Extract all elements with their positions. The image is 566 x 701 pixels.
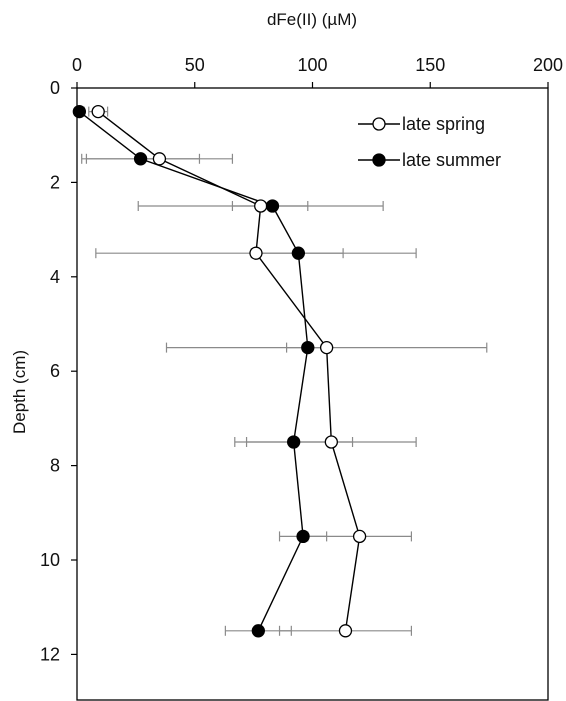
data-point-late-spring (249, 246, 263, 260)
y-tick-label: 2 (50, 172, 60, 192)
data-point-late-summer (133, 152, 148, 166)
y-tick-label: 8 (50, 456, 60, 476)
series-markers (72, 104, 367, 638)
legend-entry: late spring (358, 114, 485, 134)
y-tick-label: 10 (40, 550, 60, 570)
legend-marker-open (372, 117, 386, 131)
y-tick-label: 12 (40, 644, 60, 664)
data-point-late-spring (91, 104, 105, 119)
legend-label: late spring (402, 114, 485, 134)
data-point-late-summer (296, 529, 310, 544)
series-line-late-summer (78, 111, 309, 632)
x-tick-label: 150 (415, 55, 445, 75)
x-tick-label: 200 (533, 55, 563, 75)
legend-entry: late summer (358, 150, 501, 170)
y-tick-label: 4 (50, 267, 60, 287)
data-point-late-summer (287, 435, 301, 449)
x-tick-label: 100 (297, 55, 327, 75)
plot-frame (76, 87, 549, 701)
data-point-late-summer (265, 199, 280, 213)
y-tick-label: 6 (50, 361, 60, 381)
x-axis-title: dFe(II) (µM) (267, 10, 357, 29)
y-tick-label: 0 (50, 78, 60, 98)
series-lines (78, 111, 361, 632)
x-tick-label: 0 (72, 55, 82, 75)
data-point-late-summer (251, 624, 265, 638)
data-point-late-summer (72, 104, 87, 119)
y-axis: 0 2 4 6 8 10 12 (40, 78, 77, 664)
data-point-late-summer (301, 340, 315, 355)
series-layer (72, 104, 488, 638)
data-point-late-summer (291, 246, 306, 260)
x-tick-label: 50 (185, 55, 205, 75)
data-point-late-spring (352, 529, 367, 544)
data-point-late-spring (324, 435, 338, 449)
legend: late spring late summer (358, 114, 501, 170)
data-point-late-spring (254, 199, 268, 213)
x-axis: 0 50 100 150 200 (72, 55, 563, 88)
y-axis-title: Depth (cm) (10, 350, 29, 434)
data-point-late-spring (338, 624, 353, 638)
data-point-late-spring (152, 152, 167, 166)
legend-marker-filled (372, 153, 386, 167)
legend-label: late summer (402, 150, 501, 170)
error-bars (76, 106, 488, 636)
series-line-late-spring (97, 111, 361, 631)
data-point-late-spring (319, 340, 334, 355)
